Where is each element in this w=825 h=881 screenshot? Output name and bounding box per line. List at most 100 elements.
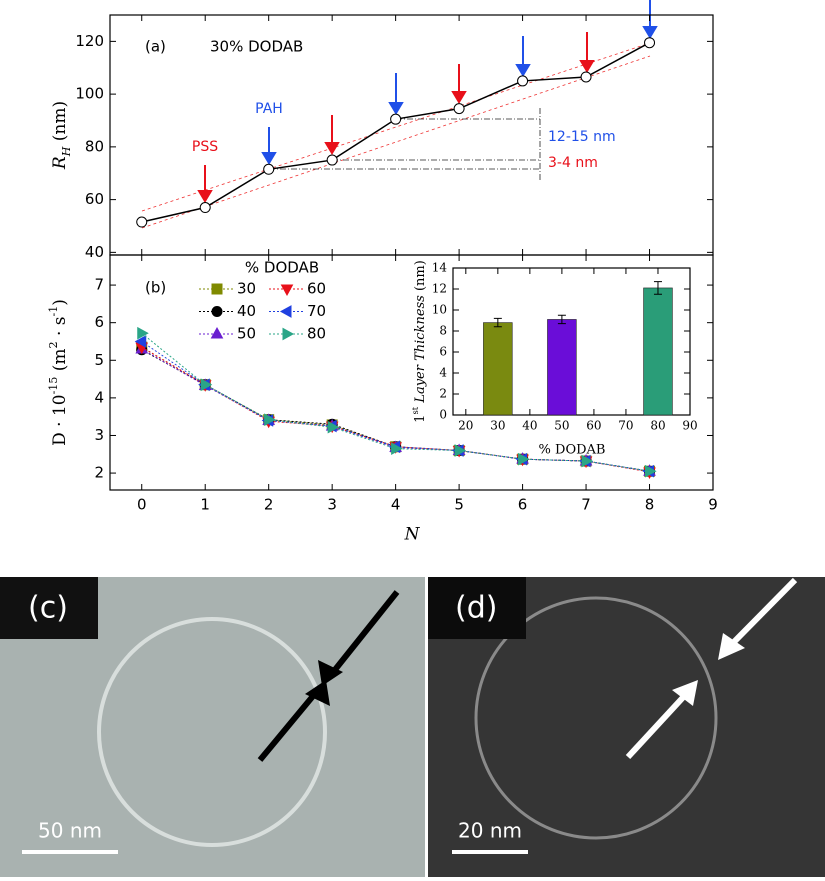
marker <box>390 113 402 125</box>
y-axis-label-part: H <box>60 146 73 157</box>
marker <box>263 163 275 175</box>
marker <box>326 154 338 166</box>
x-tick-label: 80 <box>650 419 665 433</box>
annotation: 12-15 nm <box>548 129 616 145</box>
x-tick-label: 40 <box>522 419 537 433</box>
legend-marker <box>211 306 223 317</box>
y-tick-label: 100 <box>75 85 104 103</box>
scale-label: 50 nm <box>38 819 102 843</box>
panel-label: (a) <box>145 38 166 56</box>
y-axis-label-part: 2 <box>47 341 60 348</box>
legend-marker <box>282 327 295 341</box>
micrograph-d <box>428 577 825 877</box>
legend-marker <box>279 305 292 318</box>
legend-label: 40 <box>237 302 256 320</box>
legend-label: 30 <box>237 280 256 298</box>
y-axis-label-part: -15 <box>47 377 60 395</box>
y-tick-label: 8 <box>439 324 447 338</box>
x-tick-label: 50 <box>554 419 569 433</box>
micrograph-c <box>0 577 425 877</box>
bar <box>643 287 673 416</box>
marker <box>454 444 467 457</box>
y-axis-label-part: ) <box>50 299 70 306</box>
x-tick-label: 3 <box>327 496 337 514</box>
image-label: (c) <box>28 591 68 626</box>
y-tick-label: 40 <box>85 243 104 261</box>
marker <box>581 454 594 468</box>
x-tick-label: 20 <box>458 419 473 433</box>
y-tick-label: 5 <box>94 351 104 369</box>
y-tick-label: 4 <box>94 388 104 406</box>
y-tick-label: 7 <box>94 276 104 294</box>
legend-label: 80 <box>307 325 326 343</box>
bar <box>483 322 513 416</box>
y-tick-label: 6 <box>439 345 447 359</box>
y-tick-label: 0 <box>439 408 447 422</box>
scale-label: 20 nm <box>458 819 522 843</box>
marker <box>137 326 149 340</box>
marker <box>580 71 592 83</box>
y-tick-label: 120 <box>75 32 104 50</box>
y-tick-label: 60 <box>85 190 104 208</box>
x-tick-label: 7 <box>581 496 591 514</box>
y-axis-label-part: Layer Thickness <box>413 295 428 407</box>
marker <box>391 442 403 455</box>
y-axis-label-part: (m <box>50 348 70 376</box>
annotation: 30% DODAB <box>210 38 303 56</box>
error-bar <box>557 314 566 325</box>
x-tick-label: 9 <box>708 496 718 514</box>
y-axis-label-part: (nm) <box>413 260 428 295</box>
x-tick-label: 0 <box>137 496 147 514</box>
x-axis-label: N <box>404 525 421 545</box>
legend-label: 50 <box>237 325 256 343</box>
marker <box>200 378 213 392</box>
y-axis-label-part: 1 <box>413 415 428 423</box>
legend-label: 70 <box>307 302 326 320</box>
legend-marker <box>211 283 223 295</box>
y-axis-label: RH (nm) <box>50 101 73 170</box>
y-tick-label: 6 <box>94 313 104 331</box>
error-bar <box>493 317 502 328</box>
legend-label: 60 <box>307 280 326 298</box>
marker <box>453 103 465 115</box>
marker <box>136 216 148 228</box>
panel-label: (b) <box>145 279 166 297</box>
y-axis-label-part: (nm) <box>50 101 70 147</box>
legend-title: % DODAB <box>245 259 319 277</box>
x-tick-label: 6 <box>518 496 528 514</box>
x-tick-label: 30 <box>490 419 505 433</box>
annotation: PSS <box>192 139 218 155</box>
y-axis-label-part: · s <box>50 317 70 342</box>
bar <box>547 319 577 416</box>
annotation: PAH <box>255 101 283 117</box>
x-tick-label: 4 <box>391 496 401 514</box>
y-tick-label: 12 <box>432 282 447 296</box>
annotation: 3-4 nm <box>548 155 598 171</box>
legend-marker <box>210 326 224 339</box>
marker <box>518 452 530 466</box>
x-tick-label: 2 <box>264 496 274 514</box>
y-tick-label: 2 <box>439 387 447 401</box>
x-tick-label: 70 <box>618 419 633 433</box>
y-axis-label-part: st <box>410 406 420 414</box>
x-tick-label: 8 <box>645 496 655 514</box>
y-axis-label-part: D · 10 <box>50 394 70 445</box>
y-axis-label: D · 10-15 (m2 · s-1) <box>47 299 70 446</box>
y-axis-label-part: -1 <box>47 306 60 317</box>
x-tick-label: 90 <box>682 419 697 433</box>
y-tick-label: 80 <box>85 137 104 155</box>
plot-frame <box>109 254 714 491</box>
legend-marker <box>280 284 294 297</box>
x-axis-label: % DODAB <box>539 443 606 458</box>
error-bar <box>653 281 662 295</box>
y-tick-label: 4 <box>439 366 447 380</box>
x-tick-label: 5 <box>454 496 464 514</box>
guide-lines <box>141 42 651 229</box>
y-axis-label: 1st Layer Thickness (nm) <box>410 260 428 423</box>
x-tick-label: 1 <box>200 496 210 514</box>
marker <box>134 335 147 348</box>
x-tick-label: 60 <box>586 419 601 433</box>
arrows <box>197 0 658 203</box>
y-axis-label-part: R <box>50 156 70 170</box>
